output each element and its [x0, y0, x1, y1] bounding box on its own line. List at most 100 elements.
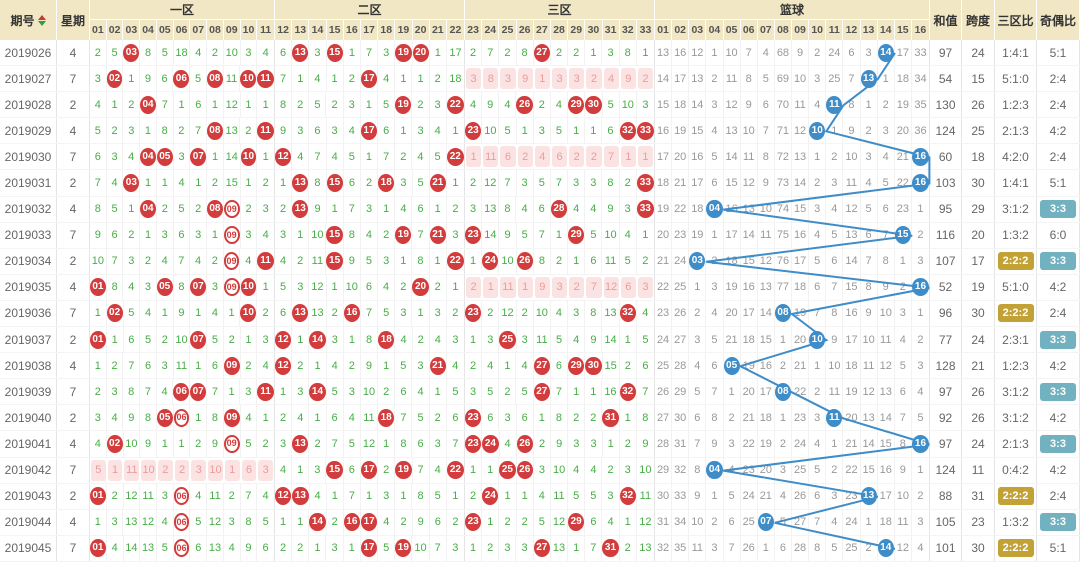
number-cell-miss: 2: [395, 144, 413, 170]
column-number-label: 30: [585, 20, 603, 40]
number-cell-miss: 14: [689, 92, 707, 118]
number-cell-miss: 2: [190, 431, 208, 457]
number-cell-miss: 5: [309, 92, 327, 118]
number-cell-miss-highlight: 3: [551, 68, 568, 90]
number-cell-miss: 5: [90, 118, 107, 144]
number-cell-hit: 06: [173, 66, 191, 92]
basketball-section: 30 33 9 1 5 24 21 4 26 6 3 23 13 17 10 2: [655, 483, 930, 509]
number-cell-miss: 10: [482, 118, 500, 144]
sort-icon[interactable]: [37, 14, 46, 26]
number-cell-hit: 08: [774, 300, 793, 327]
number-cell-miss: 2: [568, 405, 586, 431]
zone3-header: 三区 23 24 25 26 27 28 29 30 31 32 33: [465, 0, 655, 40]
number-cell-miss: 8: [551, 405, 569, 431]
number-cell-miss: 4: [516, 196, 534, 222]
number-cell-miss: 5: [689, 379, 707, 405]
odd-even-ratio-value-highlighted: 3:3: [1040, 330, 1076, 349]
number-cell-miss: 1: [917, 203, 924, 216]
number-cell-miss: 12: [224, 92, 241, 118]
number-cell-miss: 2: [689, 300, 707, 327]
period-section: 2019029: [0, 118, 57, 144]
red-ball-hit: 13: [292, 174, 309, 193]
number-cell-hit: 09: [223, 353, 241, 379]
number-cell-miss: 9: [140, 66, 157, 92]
number-cell-miss: 4: [292, 144, 310, 170]
zone1-section: 1 02 5 4 1 9 1 4 1 10 2: [90, 300, 275, 327]
period-column-header[interactable]: 期号: [0, 0, 57, 40]
red-ball-hit: 04: [140, 147, 156, 166]
number-cell-miss: 13: [551, 535, 569, 561]
sum-value: 97: [938, 436, 953, 451]
number-cell-miss: 25: [741, 509, 758, 535]
column-number-label: 20: [413, 20, 430, 40]
odd-even-ratio-value: 4:2: [1049, 123, 1067, 138]
number-cell-miss: 5: [378, 535, 396, 561]
number-cell-miss: 14: [602, 327, 620, 353]
number-cell-miss: 5: [190, 509, 208, 535]
number-cell-miss: 18: [895, 66, 912, 92]
zone-ratio-value: 4:2:0: [1002, 149, 1029, 164]
period-number: 2019032: [4, 202, 52, 217]
odd-even-ratio-value: 2:4: [1049, 306, 1067, 321]
number-cell-miss: 19: [895, 92, 912, 118]
number-cell-miss-highlight: 8: [483, 68, 499, 90]
number-cell-miss: 18: [741, 327, 758, 353]
number-cell-miss: 3: [878, 118, 895, 144]
number-cell-miss: 7: [551, 170, 569, 196]
period-section: 2019030: [0, 144, 57, 170]
number-cell-miss: 2: [326, 92, 344, 118]
number-cell-miss: 1: [140, 118, 157, 144]
number-cell-miss: 2: [452, 516, 459, 529]
number-cell-miss: 6: [275, 300, 293, 327]
number-cell-hit: 01: [90, 483, 107, 509]
number-cell-miss: 2: [275, 196, 293, 222]
zone3-section: 1 3 25 3 11 5 4 9 14 1 5: [465, 327, 655, 353]
number-cell-miss: 5: [917, 411, 924, 424]
number-cell-miss: 3: [90, 405, 107, 431]
number-cell-miss: 16: [758, 353, 775, 379]
number-cell-miss: 68: [775, 40, 792, 66]
number-cell-miss: 26: [792, 483, 810, 509]
number-cell-hit: 16: [911, 431, 930, 456]
number-cell-miss: 7: [309, 144, 327, 170]
hollow-red-ball-hit: 09: [223, 434, 240, 453]
number-cell-miss-highlight: 3: [466, 68, 482, 90]
zone-ratio-value-highlighted: 2:2:2: [997, 487, 1034, 506]
number-cell-miss: 3: [534, 457, 551, 483]
number-cell-miss: 21: [792, 353, 810, 379]
zone1-section: 5 1 11 10 2 2 3 10 1 6 3: [90, 457, 275, 483]
odd-even-ratio-value-highlighted: 3:3: [1040, 200, 1076, 219]
number-cell-miss: 3: [190, 222, 208, 248]
column-number-label: 05: [724, 20, 741, 40]
red-ball-hit: 19: [395, 43, 412, 62]
number-cell-miss: 4: [309, 66, 327, 92]
number-cell-miss: 3: [430, 92, 447, 118]
number-cell-miss: 4: [123, 144, 141, 170]
zone-ratio-section: 1:2:3: [995, 92, 1037, 118]
number-cell-miss: 6: [140, 353, 157, 379]
number-cell-hit: 19: [395, 222, 413, 248]
number-cell-miss: 75: [775, 222, 792, 248]
number-cell-miss: 1: [275, 379, 293, 405]
number-cell-miss: 5: [430, 483, 447, 509]
zone1-section: 01 1 6 5 2 10 07 5 2 1 3: [90, 327, 275, 353]
number-cell-hit: 03: [123, 40, 141, 66]
number-cell-miss: 6: [378, 118, 396, 144]
number-cell-miss: 16: [672, 40, 690, 66]
number-cell-miss: 4: [895, 327, 912, 353]
number-cell-miss: 6: [861, 222, 878, 248]
number-cell-miss: 12: [895, 535, 912, 561]
number-cell-miss: 3: [430, 300, 447, 327]
basketball-section: 18 21 17 6 15 12 9 73 14 2 3 11 4 5 22 16: [655, 170, 930, 196]
number-cell-hit: 05: [156, 405, 174, 431]
number-cell-miss: 6: [843, 40, 861, 66]
blue-ball-hit: 16: [911, 147, 930, 166]
number-cell-miss: 1: [585, 118, 603, 144]
span-section: 17: [962, 248, 995, 274]
number-cell-miss: 4: [602, 509, 620, 535]
red-ball-hit: 12: [275, 147, 292, 166]
number-cell-miss: 3: [568, 300, 586, 327]
zone-ratio-section: 2:2:2: [995, 300, 1037, 327]
number-cell-miss: 7: [90, 170, 107, 196]
number-cell-miss: 5: [241, 431, 258, 457]
